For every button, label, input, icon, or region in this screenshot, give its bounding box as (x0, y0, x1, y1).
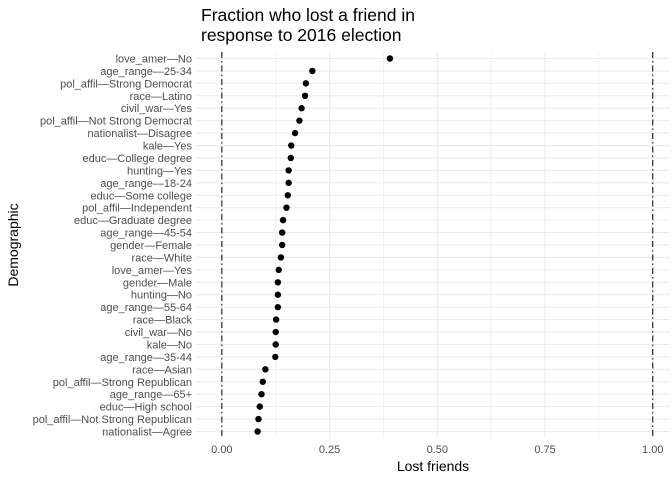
data-point (283, 204, 290, 211)
y-tick-label: love_amer—Yes (112, 265, 193, 277)
data-point (309, 67, 316, 75)
data-point (259, 378, 266, 385)
y-tick-label: kale—No (147, 339, 192, 351)
y-tick-label: educ—Graduate degree (74, 215, 192, 227)
x-tick-label: 0.50 (427, 444, 448, 456)
data-point (298, 105, 305, 112)
chart-title-line-2: response to 2016 election (201, 25, 401, 45)
y-tick-label: pol_affil—Not Strong Democrat (40, 116, 192, 128)
x-axis-title: Lost friends (397, 458, 469, 474)
y-tick-label: civil_war—Yes (121, 103, 193, 115)
data-point (272, 341, 279, 348)
x-tick-labels: 0.00 0.25 0.50 0.75 1.00 (211, 444, 663, 456)
y-tick-labels: love_amer—Noage_range—25-34pol_affil—Str… (33, 54, 193, 439)
y-tick-label: hunting—No (131, 290, 192, 302)
data-point (255, 415, 262, 423)
y-tick-label: pol_affil—Strong Republican (53, 377, 192, 389)
y-tick-label: age_range—18-24 (100, 178, 192, 190)
data-point (277, 254, 285, 261)
y-tick-label: pol_affil—Independent (82, 203, 192, 215)
data-point (279, 216, 287, 224)
data-point (254, 428, 261, 435)
grid (196, 52, 670, 438)
data-points (254, 55, 394, 435)
y-tick-label: hunting—Yes (127, 165, 193, 177)
data-point (302, 80, 310, 87)
y-tick-label: gender—Male (123, 277, 192, 289)
data-point (256, 403, 263, 410)
reference-lines (221, 52, 654, 438)
data-point (272, 316, 280, 323)
y-tick-label: race—Latino (130, 91, 192, 103)
y-tick-label: race—Black (133, 315, 193, 327)
data-point (296, 117, 303, 124)
x-tick-label: 0.25 (319, 444, 340, 456)
x-tick-label: 0.00 (211, 444, 232, 456)
data-point (275, 266, 282, 274)
y-tick-label: kale—Yes (143, 141, 193, 153)
y-tick-label: gender—Female (110, 240, 192, 252)
data-point (262, 366, 269, 373)
y-tick-label: age_range—35-44 (100, 352, 192, 364)
x-tick-label: 0.75 (534, 444, 555, 456)
data-point (291, 129, 299, 137)
chart-title-line-1: Fraction who lost a friend in (201, 5, 415, 25)
data-point (272, 353, 279, 361)
data-point (386, 55, 394, 62)
y-tick-label: civil_war—No (125, 327, 192, 339)
data-point (274, 279, 282, 286)
y-tick-label: race—White (131, 252, 192, 264)
data-point (285, 179, 292, 187)
data-point (301, 92, 309, 100)
y-tick-label: nationalist—Agree (102, 427, 192, 439)
y-tick-label: age_range—55-64 (100, 302, 192, 314)
data-point (278, 241, 286, 249)
y-tick-label: educ—College degree (83, 153, 192, 165)
data-point (288, 142, 295, 149)
data-point (274, 303, 282, 311)
data-point (287, 154, 294, 162)
y-tick-label: love_amer—No (116, 54, 192, 66)
y-axis-title: Demographic (5, 203, 21, 286)
y-tick-label: educ—Some college (90, 190, 192, 202)
y-tick-label: pol_affil—Not Strong Republican (33, 414, 192, 426)
y-tick-label: race—Asian (132, 364, 192, 376)
data-point (274, 291, 282, 298)
data-point (272, 328, 279, 336)
data-point (258, 391, 265, 398)
data-point (284, 192, 291, 199)
y-tick-label: pol_affil—Strong Democrat (60, 78, 192, 90)
x-tick-label: 1.00 (642, 444, 663, 456)
data-point (278, 229, 286, 236)
data-point (285, 167, 292, 174)
y-tick-label: nationalist—Disagree (87, 128, 192, 140)
y-tick-label: educ—High school (100, 402, 192, 414)
y-tick-label: age_range—25-34 (100, 66, 192, 78)
y-tick-label: age_range—65+ (110, 389, 192, 401)
y-tick-label: age_range—45-54 (100, 228, 192, 240)
